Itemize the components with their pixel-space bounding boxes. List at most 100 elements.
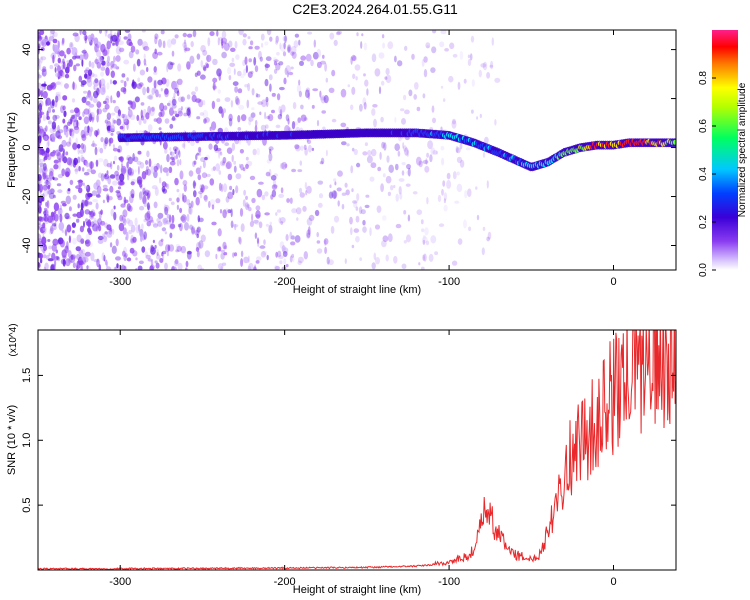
noise-blob <box>41 68 47 73</box>
noise-blob <box>127 156 133 165</box>
noise-blob <box>261 99 267 108</box>
noise-blob <box>234 40 238 49</box>
noise-blob <box>484 136 489 144</box>
noise-blob <box>143 118 147 124</box>
noise-blob <box>122 227 127 235</box>
noise-blob <box>178 150 181 158</box>
noise-blob <box>158 127 162 131</box>
noise-blob <box>233 165 237 173</box>
noise-blob <box>85 251 91 257</box>
noise-blob <box>63 126 67 136</box>
noise-blob <box>217 89 221 94</box>
noise-blob <box>165 78 170 88</box>
noise-blob <box>351 244 355 249</box>
noise-blob <box>195 98 202 103</box>
noise-blob <box>71 98 76 103</box>
noise-blob <box>255 210 261 219</box>
noise-blob <box>62 37 65 44</box>
noise-blob <box>105 261 108 268</box>
noise-blob <box>355 235 360 243</box>
noise-blob <box>109 137 114 144</box>
noise-blob <box>202 64 207 71</box>
noise-blob <box>192 30 197 38</box>
noise-blob <box>179 158 182 166</box>
noise-blob <box>446 179 452 189</box>
noise-blob <box>248 262 254 270</box>
noise-blob <box>115 46 122 55</box>
noise-blob <box>239 208 244 217</box>
noise-blob <box>141 223 144 230</box>
noise-blob <box>38 226 41 230</box>
noise-blob <box>383 142 387 151</box>
noise-blob <box>456 183 463 193</box>
noise-blob <box>46 41 50 46</box>
noise-blob <box>245 202 249 211</box>
noise-blob <box>401 118 406 125</box>
noise-blob <box>362 226 367 233</box>
noise-blob <box>184 47 191 52</box>
noise-blob <box>76 55 81 59</box>
noise-blob <box>164 148 168 154</box>
noise-blob <box>306 139 312 144</box>
noise-blob <box>280 104 286 113</box>
noise-blob <box>38 43 41 49</box>
noise-blob <box>49 170 54 180</box>
noise-blob <box>64 228 68 235</box>
noise-blob <box>74 168 79 172</box>
noise-blob <box>235 54 240 60</box>
noise-blob <box>285 114 290 122</box>
noise-blob <box>146 86 150 94</box>
noise-blob <box>121 215 126 224</box>
noise-blob <box>38 102 43 112</box>
noise-blob <box>75 63 81 67</box>
noise-blob <box>92 199 99 203</box>
noise-blob <box>306 217 313 226</box>
x-tick-label: -100 <box>438 576 460 588</box>
noise-blob <box>289 197 293 204</box>
noise-blob <box>107 176 112 185</box>
noise-blob <box>337 170 343 177</box>
noise-blob <box>84 73 88 79</box>
noise-blob <box>55 255 58 261</box>
noise-blob <box>91 190 98 196</box>
noise-blob <box>256 188 263 198</box>
noise-blob <box>245 64 248 74</box>
noise-blob <box>166 63 169 73</box>
noise-blob <box>157 221 163 227</box>
noise-blob <box>294 144 300 150</box>
noise-blob <box>52 114 58 122</box>
noise-blob <box>254 125 258 132</box>
noise-blob <box>443 192 448 201</box>
noise-blob <box>278 105 282 114</box>
noise-blob <box>39 183 43 193</box>
noise-blob <box>403 145 407 152</box>
noise-blob <box>471 109 474 114</box>
noise-blob <box>110 208 115 217</box>
noise-blob <box>457 238 463 245</box>
noise-blob <box>42 222 46 229</box>
noise-blob <box>275 39 278 45</box>
noise-blob <box>88 60 92 68</box>
noise-blob <box>200 60 204 68</box>
noise-blob <box>355 206 359 211</box>
noise-blob <box>352 73 356 80</box>
noise-blob <box>109 174 116 179</box>
noise-blob <box>404 147 409 156</box>
colorbar-label: Normalized spectral amplitude <box>737 82 748 217</box>
noise-blob <box>150 244 154 251</box>
noise-blob <box>381 240 387 248</box>
noise-blob <box>38 205 41 214</box>
noise-blob <box>220 266 223 270</box>
noise-blob <box>394 116 397 123</box>
noise-blob <box>47 139 50 147</box>
noise-blob <box>212 82 216 91</box>
noise-blob <box>217 228 222 237</box>
noise-blob <box>92 140 95 147</box>
noise-blob <box>156 117 162 124</box>
noise-blob <box>425 158 428 165</box>
noise-blob <box>163 141 168 150</box>
noise-blob <box>72 114 78 123</box>
noise-blob <box>103 158 109 167</box>
noise-blob <box>145 112 150 120</box>
noise-blob <box>55 81 61 85</box>
